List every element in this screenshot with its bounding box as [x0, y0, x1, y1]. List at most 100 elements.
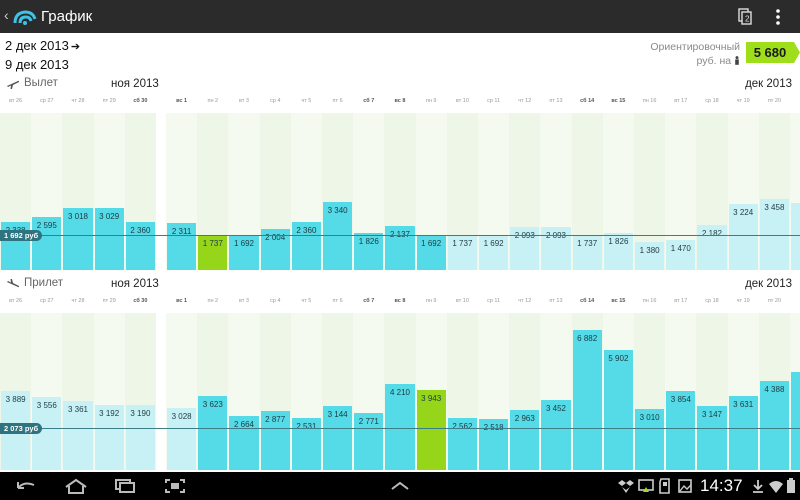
- outbound-day-column[interactable]: ср 11 1 692: [478, 94, 510, 270]
- price-bar[interactable]: 1 692: [479, 235, 509, 270]
- inbound-day-column[interactable]: чт 5 2 531: [290, 294, 322, 470]
- price-bar[interactable]: 2 562: [447, 418, 477, 470]
- inbound-day-column[interactable]: ср 18 3 147: [696, 294, 728, 470]
- back-icon[interactable]: ‹: [4, 7, 9, 23]
- price-bar[interactable]: 1 826: [603, 233, 633, 270]
- price-bar[interactable]: 1 692: [416, 235, 446, 270]
- outbound-day-column[interactable]: вс 15 1 826: [602, 94, 634, 270]
- screenshot-icon[interactable]: [164, 478, 186, 494]
- outbound-day-column[interactable]: чт 28 3 018: [62, 94, 94, 270]
- price-bar[interactable]: 3 147: [697, 406, 727, 470]
- price-bar[interactable]: 5 902: [603, 350, 633, 470]
- nav-up-icon[interactable]: [389, 478, 411, 494]
- price-bar[interactable]: 3 340: [323, 202, 353, 270]
- price-bar[interactable]: 1 737: [572, 235, 602, 270]
- price-bar[interactable]: [791, 372, 800, 470]
- outbound-day-column[interactable]: сб 14 1 737: [571, 94, 603, 270]
- outbound-day-column[interactable]: пт 29 3 029: [93, 94, 125, 270]
- price-bar[interactable]: 4 388: [759, 381, 789, 470]
- price-bar[interactable]: 3 190: [125, 405, 155, 470]
- price-bar[interactable]: 3 144: [323, 406, 353, 470]
- trip-dates[interactable]: 2 дек 2013 ➔ 9 дек 2013: [5, 37, 80, 73]
- price-bar[interactable]: 2 137: [385, 226, 415, 270]
- outbound-day-column[interactable]: вс 8 2 137: [384, 94, 416, 270]
- nav-home-icon[interactable]: [64, 478, 88, 494]
- inbound-day-column[interactable]: пт 6 3 144: [322, 294, 354, 470]
- price-bar[interactable]: 2 311: [167, 223, 197, 270]
- price-bar[interactable]: 3 943: [416, 390, 446, 470]
- price-bar[interactable]: 1 380: [635, 242, 665, 270]
- outbound-day-column[interactable]: чт 5 2 360: [290, 94, 322, 270]
- inbound-day-column[interactable]: вс 15 5 902: [602, 294, 634, 470]
- outbound-day-column[interactable]: пн 9 1 692: [415, 94, 447, 270]
- app-logo-icon[interactable]: [12, 7, 38, 27]
- inbound-day-column[interactable]: чт 19 3 631: [727, 294, 759, 470]
- inbound-day-column[interactable]: ср 11 2 518: [478, 294, 510, 470]
- price-bar[interactable]: 2 093: [510, 227, 540, 270]
- overflow-menu-icon[interactable]: [774, 8, 782, 26]
- price-bar[interactable]: 3 631: [728, 396, 758, 470]
- inbound-day-column[interactable]: вт 3 2 664: [228, 294, 260, 470]
- price-bar[interactable]: 6 882: [572, 330, 602, 470]
- price-bar[interactable]: 1 470: [666, 240, 696, 270]
- price-bar[interactable]: 3 010: [635, 409, 665, 470]
- price-bar[interactable]: 3 452: [541, 400, 571, 470]
- copy-icon[interactable]: 2: [738, 8, 752, 25]
- price-bar[interactable]: 2 664: [229, 416, 259, 470]
- price-bar[interactable]: 3 192: [94, 405, 124, 470]
- outbound-day-column[interactable]: пн 16 1 380: [634, 94, 666, 270]
- price-bar[interactable]: 4 210: [385, 384, 415, 470]
- price-bar[interactable]: 2 093: [541, 227, 571, 270]
- outbound-day-column[interactable]: пт 20 3 458: [758, 94, 790, 270]
- price-bar[interactable]: 2 595: [32, 217, 62, 270]
- outbound-day-column[interactable]: чт 12 2 093: [509, 94, 541, 270]
- outbound-day-column[interactable]: пн 2 1 737: [197, 94, 229, 270]
- outbound-day-column[interactable]: сб 7 1 826: [353, 94, 385, 270]
- inbound-day-column[interactable]: пт 20 4 388: [758, 294, 790, 470]
- inbound-day-column[interactable]: пн 9 3 943: [415, 294, 447, 470]
- outbound-day-column[interactable]: ср 27 2 595: [31, 94, 63, 270]
- outbound-day-column[interactable]: вт 3 1 692: [228, 94, 260, 270]
- inbound-day-column[interactable]: пн 16 3 010: [634, 294, 666, 470]
- price-bar[interactable]: 2 518: [479, 419, 509, 470]
- price-bar[interactable]: 3 224: [728, 204, 758, 270]
- price-bar[interactable]: 3 029: [94, 208, 124, 270]
- inbound-day-column[interactable]: сб 14 6 882: [571, 294, 603, 470]
- outbound-day-column[interactable]: сб 30 2 360: [124, 94, 156, 270]
- inbound-day-column[interactable]: пт 29 3 192: [93, 294, 125, 470]
- outbound-day-column[interactable]: вс 1 2 311: [166, 94, 198, 270]
- inbound-day-column[interactable]: вт 10 2 562: [446, 294, 478, 470]
- price-bar[interactable]: [791, 203, 800, 270]
- inbound-day-column[interactable]: [790, 294, 800, 470]
- outbound-day-column[interactable]: пт 13 2 093: [540, 94, 572, 270]
- price-bar[interactable]: 2 771: [354, 413, 384, 470]
- price-bar[interactable]: 2 360: [291, 222, 321, 270]
- inbound-day-column[interactable]: сб 30 3 190: [124, 294, 156, 470]
- inbound-day-column[interactable]: ср 4 2 877: [259, 294, 291, 470]
- price-bar[interactable]: 3 623: [198, 396, 228, 470]
- price-bar[interactable]: 1 692: [229, 235, 259, 270]
- price-bar[interactable]: 2 182: [697, 225, 727, 270]
- price-bar[interactable]: 2 877: [260, 411, 290, 470]
- price-bar[interactable]: 3 458: [759, 199, 789, 270]
- price-bar[interactable]: 3 361: [63, 401, 93, 470]
- inbound-day-column[interactable]: ср 27 3 556: [31, 294, 63, 470]
- inbound-day-column[interactable]: пт 13 3 452: [540, 294, 572, 470]
- outbound-day-column[interactable]: чт 19 3 224: [727, 94, 759, 270]
- inbound-day-column[interactable]: вс 1 3 028: [166, 294, 198, 470]
- price-bar[interactable]: 2 963: [510, 410, 540, 470]
- inbound-day-column[interactable]: вт 26 3 889: [0, 294, 32, 470]
- inbound-day-column[interactable]: чт 12 2 963: [509, 294, 541, 470]
- outbound-day-column[interactable]: ср 18 2 182: [696, 94, 728, 270]
- inbound-day-column[interactable]: сб 7 2 771: [353, 294, 385, 470]
- inbound-day-column[interactable]: чт 28 3 361: [62, 294, 94, 470]
- inbound-day-column[interactable]: вт 17 3 854: [665, 294, 697, 470]
- price-bar[interactable]: 1 826: [354, 233, 384, 270]
- outbound-day-column[interactable]: вт 17 1 470: [665, 94, 697, 270]
- price-bar[interactable]: 1 737: [447, 235, 477, 270]
- nav-back-icon[interactable]: [14, 478, 38, 494]
- estimate-price-badge[interactable]: 5 680: [746, 42, 800, 63]
- price-bar[interactable]: 1 737: [198, 235, 228, 270]
- price-bar[interactable]: 3 018: [63, 208, 93, 270]
- price-bar[interactable]: 3 028: [167, 408, 197, 470]
